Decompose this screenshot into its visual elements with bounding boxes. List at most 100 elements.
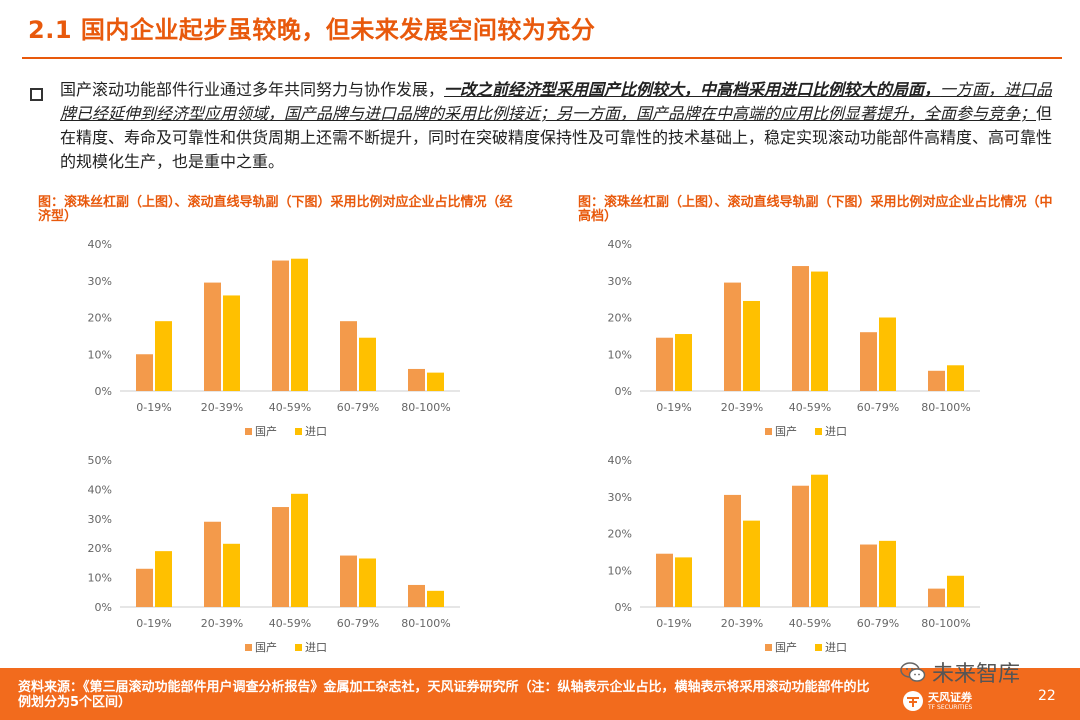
y-tick-label: 20% [608,312,632,325]
bar-domestic-1 [724,282,741,391]
y-tick-label: 40% [608,238,632,251]
y-tick-label: 30% [88,275,112,288]
source-note: 资料来源：《第三届滚动功能部件用户调查分析报告》金属加工杂志社，天风证券研究所（… [18,680,870,710]
y-tick-label: 0% [615,601,632,614]
tf-securities-logo-icon [903,691,923,711]
y-tick-label: 0% [95,601,112,614]
bar-domestic-3 [860,332,877,391]
bar-domestic-0 [136,354,153,391]
brand-logo: 天风证券 TF SECURITIES [902,690,972,712]
logo-english: TF SECURITIES [928,703,973,711]
footer-bar [0,668,1080,720]
legend-swatch-import [815,644,822,651]
y-tick-label: 30% [608,491,632,504]
y-tick-label: 20% [88,312,112,325]
y-tick-label: 10% [608,348,632,361]
y-tick-label: 30% [88,513,112,526]
x-tick-label: 40-59% [789,617,831,630]
bar-import-0 [675,334,692,391]
bar-domestic-1 [204,521,221,607]
legend-label-domestic: 国产 [775,424,797,438]
x-tick-label: 0-19% [656,401,691,414]
y-tick-label: 40% [88,238,112,251]
bar-domestic-0 [136,568,153,607]
bar-import-0 [675,557,692,607]
y-tick-label: 40% [88,483,112,496]
bar-import-3 [879,317,896,391]
bullet-square-icon [30,88,43,101]
chart-caption-economy: 图：滚珠丝杠副（上图）、滚动直线导轨副（下图）采用比例对应企业占比情况（经济型） [38,195,513,224]
bar-domestic-4 [928,588,945,607]
x-tick-label: 80-100% [401,401,450,414]
bar-import-2 [291,258,308,391]
legend-label-domestic: 国产 [255,424,277,438]
bar-import-0 [155,551,172,607]
x-tick-label: 0-19% [656,617,691,630]
y-tick-label: 10% [88,348,112,361]
bar-import-1 [743,520,760,607]
legend-swatch-import [295,644,302,651]
legend-swatch-domestic [765,428,772,435]
page-number: 22 [1038,688,1056,704]
bar-domestic-2 [792,485,809,607]
body-paragraph: 国产滚动功能部件行业通过多年共同努力与协作发展，一改之前经济型采用国产比例较大，… [60,78,1060,174]
x-tick-label: 0-19% [136,617,171,630]
bar-import-2 [291,493,308,607]
x-tick-label: 60-79% [337,617,379,630]
x-tick-label: 60-79% [857,401,899,414]
bar-import-4 [947,365,964,391]
legend-label-domestic: 国产 [775,640,797,654]
bar-domestic-3 [340,555,357,607]
bar-domestic-4 [928,370,945,391]
bar-domestic-3 [340,321,357,391]
bar-import-4 [947,575,964,607]
legend-swatch-import [815,428,822,435]
x-tick-label: 40-59% [269,617,311,630]
bar-import-3 [359,558,376,607]
legend-swatch-import [295,428,302,435]
y-tick-label: 20% [88,542,112,555]
y-tick-label: 40% [608,454,632,467]
x-tick-label: 20-39% [721,617,763,630]
watermark: 未来智库 [900,656,1020,688]
bar-domestic-1 [724,494,741,607]
wechat-icon [900,662,926,682]
y-tick-label: 10% [88,572,112,585]
x-tick-label: 60-79% [337,401,379,414]
x-tick-label: 20-39% [201,401,243,414]
page-title: 2.1 国内企业起步虽较晚，但未来发展空间较为充分 [28,16,596,44]
body-text-conclusion: 但在精度、寿命及可靠性和供货周期上还需不断提升，同时在突破精度保持性及可靠性的技… [60,104,1053,171]
legend-label-import: 进口 [825,425,847,438]
logo-name: 天风证券 [928,690,972,704]
bar-import-2 [811,474,828,607]
bar-import-3 [879,540,896,607]
x-tick-label: 40-59% [789,401,831,414]
legend-swatch-domestic [245,644,252,651]
x-tick-label: 60-79% [857,617,899,630]
body-text-intro: 国产滚动功能部件行业通过多年共同努力与协作发展， [60,80,445,99]
x-tick-label: 40-59% [269,401,311,414]
watermark-text: 未来智库 [932,662,1021,687]
x-tick-label: 80-100% [401,617,450,630]
bar-import-4 [427,590,444,607]
y-tick-label: 0% [95,385,112,398]
y-tick-label: 20% [608,528,632,541]
bar-import-2 [811,271,828,391]
x-tick-label: 80-100% [921,617,970,630]
chart-economy-ballscrew: 0% 10% 20% 30% 40% 0-19% 20-39% 40-59% 60-79% 80-… [88,238,460,438]
x-tick-label: 0-19% [136,401,171,414]
bar-domestic-0 [656,553,673,607]
body-text-emphasis: 一改之前经济型采用国产比例较大，中高档采用进口比例较大的局面， [444,80,941,99]
title-divider [22,57,1062,59]
legend-label-import: 进口 [825,641,847,654]
bar-domestic-2 [272,260,289,391]
bar-domestic-4 [408,368,425,391]
y-tick-label: 50% [88,454,112,467]
y-tick-label: 10% [608,564,632,577]
chart-economy-guide: 0% 10% 20% 30% 40% 50% 0-19% 20-39% 40-59% 60-79%… [88,454,460,654]
legend-label-import: 进口 [305,425,327,438]
chart-midhigh-ballscrew: 0% 10% 20% 30% 40% 0-19% 20-39% 40-59% 60-79% 80-… [608,238,980,438]
bar-import-1 [223,543,240,607]
bar-import-1 [223,295,240,391]
bar-domestic-2 [792,266,809,391]
